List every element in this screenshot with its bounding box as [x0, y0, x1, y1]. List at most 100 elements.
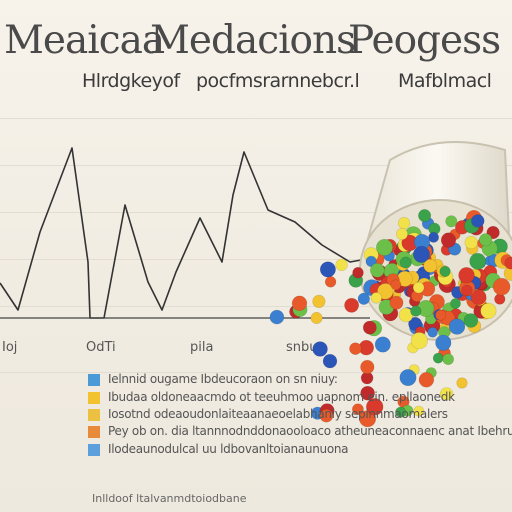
pill [423, 258, 438, 273]
pill [410, 305, 422, 317]
pill [362, 320, 377, 335]
pill [357, 292, 370, 305]
pill [418, 372, 435, 388]
pill [448, 318, 466, 335]
pill [470, 289, 487, 306]
subtitle-part-3: Mafblmacl [398, 70, 492, 92]
pill [369, 262, 385, 278]
subtitle-part-1: Hlrdgkeyof [82, 70, 180, 92]
pill [504, 257, 512, 270]
pill [366, 398, 384, 416]
pill [319, 408, 334, 423]
gridline [0, 165, 512, 166]
pill [463, 313, 479, 328]
gridline [0, 306, 512, 307]
pill [461, 284, 473, 297]
pill [398, 217, 411, 230]
pill [413, 405, 425, 417]
gridline [0, 259, 512, 260]
pill [432, 352, 444, 364]
pill [312, 341, 328, 357]
footer-caption: Inlldoof ltalvanmdtoiodbane [92, 492, 247, 505]
pill [471, 214, 485, 228]
pill [395, 406, 407, 418]
pill [291, 295, 308, 311]
pill [352, 267, 364, 279]
legend-item: Iosotnd odeaoudonlaiteaanaeoelabhaniy se… [88, 407, 508, 423]
pill [269, 309, 285, 325]
x-label-3: pila [190, 340, 214, 355]
x-label-1: Ioj [2, 340, 18, 355]
pill [365, 255, 377, 268]
legend-item: Ilodeaunodulcal uu ldbovanltoianaunuona [88, 442, 508, 458]
pill [312, 294, 326, 309]
pill [494, 293, 506, 305]
pill [399, 369, 417, 387]
legend-swatch [88, 409, 100, 421]
legend-text: Ilodeaunodulcal uu ldbovanltoianaunuona [108, 442, 349, 456]
page-title: Meaicaa Medacions Peogess [0, 18, 512, 64]
legend-swatch [88, 426, 100, 438]
pill [480, 302, 497, 320]
pill [375, 238, 393, 256]
subtitle-part-2: pocfmsrarnnebcr.l [196, 70, 360, 92]
pill [310, 311, 323, 324]
pill [442, 353, 455, 366]
pill [344, 297, 359, 313]
legend-item: Ielnnid ougame Ibdeucoraon on sn niuy: [88, 372, 508, 388]
gridline [0, 372, 512, 373]
pill [445, 215, 458, 228]
pill [410, 332, 428, 350]
pill [428, 231, 439, 243]
pill [351, 403, 364, 416]
pill [349, 342, 362, 355]
pill [374, 336, 391, 353]
pill [395, 228, 408, 241]
pill [440, 232, 457, 248]
title-word-1: Meaicaa [4, 18, 165, 63]
pill [360, 385, 375, 401]
pill [427, 326, 438, 338]
legend-text: Ibudaa oldoneaacmdo ot teeuhmoo uapnom e… [108, 390, 455, 404]
pill [360, 359, 375, 375]
legend-text: Ielnnid ougame Ibdeucoraon on sn niuy: [108, 372, 338, 386]
pill [439, 387, 454, 401]
pill [435, 334, 452, 351]
pill [412, 245, 430, 263]
pill [324, 276, 337, 288]
pill [435, 309, 447, 321]
title-word-3: Peogess [348, 18, 501, 63]
pill [464, 235, 478, 250]
pill [370, 292, 382, 304]
pill [377, 283, 394, 300]
pill [399, 256, 412, 269]
title-word-2: Medacions [150, 18, 356, 63]
legend-text: Iosotnd odeaoudonlaiteaanaeoelabhaniy se… [108, 407, 448, 421]
pill [492, 277, 511, 296]
pill [412, 281, 425, 294]
pill [335, 258, 348, 272]
legend-swatch [88, 444, 100, 456]
pill [479, 233, 493, 247]
gridline [0, 212, 512, 213]
pill [390, 279, 402, 291]
legend-text: Pey ob on. dia ltannnodnddonaooloaco ath… [108, 424, 512, 438]
pill [469, 252, 487, 270]
pill [322, 353, 338, 369]
pill [418, 209, 432, 223]
pill [450, 298, 461, 309]
pill [458, 267, 475, 284]
gridline [0, 118, 512, 119]
pill [439, 265, 451, 278]
legend-swatch [88, 392, 100, 404]
chart-line [0, 147, 373, 319]
pill [456, 377, 468, 389]
legend-swatch [88, 374, 100, 386]
legend-item: Ibudaa oldoneaacmdo ot teeuhmoo uapnom e… [88, 390, 508, 406]
pill [389, 295, 404, 310]
legend-item: Pey ob on. dia ltannnodnddonaooloaco ath… [88, 424, 512, 440]
pill [319, 261, 336, 278]
x-label-2: OdTi [86, 340, 116, 355]
